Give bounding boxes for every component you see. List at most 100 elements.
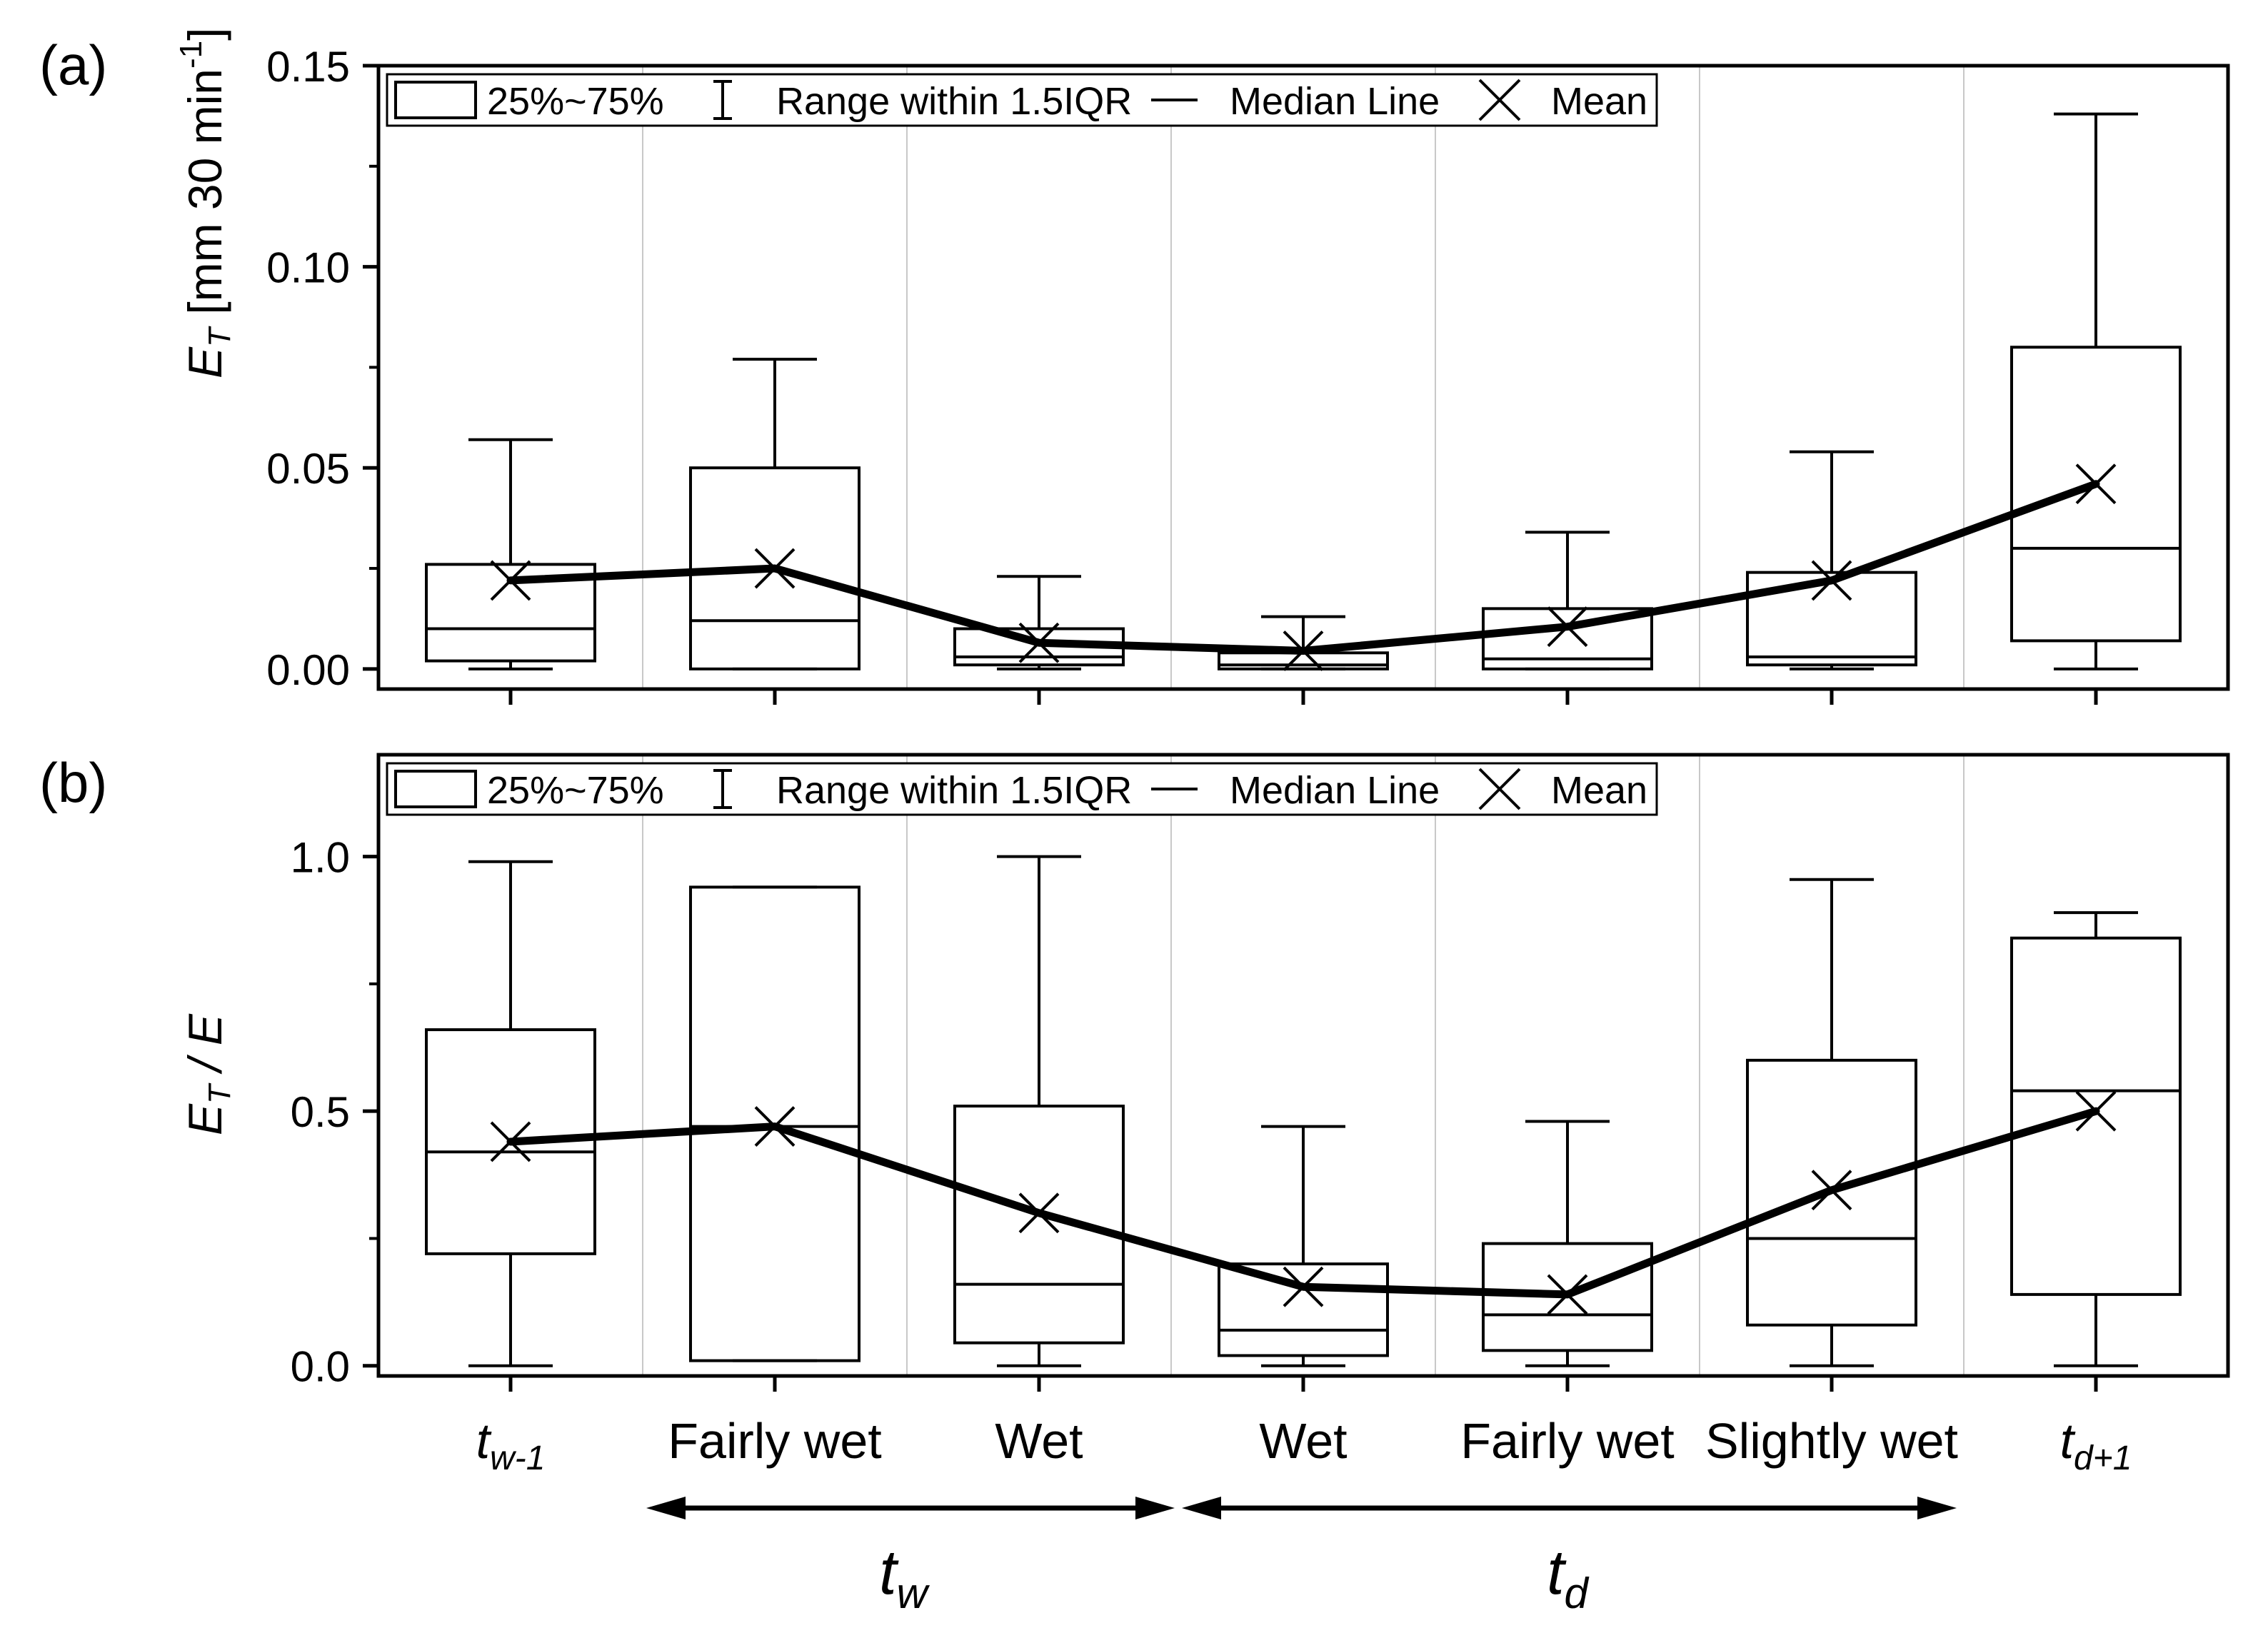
- iqr-box: [2010, 346, 2182, 643]
- mean-marker-stroke: [1811, 560, 1852, 601]
- box-plot: [1482, 1120, 1653, 1367]
- iqr-box: [953, 1105, 1125, 1345]
- box-plot: [425, 438, 596, 670]
- box-plot: [1482, 531, 1653, 670]
- panel-a-separators: [642, 66, 1965, 689]
- panel-b-mean-series: [490, 1090, 2117, 1315]
- mean-marker-stroke: [2075, 1090, 2117, 1132]
- y-tick-label: 0.05: [266, 445, 350, 493]
- legend-box-swatch: [394, 770, 477, 808]
- category-label: Wet: [995, 1413, 1083, 1469]
- box-plot: [425, 860, 596, 1367]
- iqr-box: [689, 885, 860, 1362]
- mean-marker: [1283, 1266, 1324, 1307]
- mean-marker-stroke: [754, 548, 796, 589]
- panel-a-x-ticks: [508, 689, 2098, 705]
- mean-marker: [1283, 630, 1324, 671]
- box-plot: [1218, 1125, 1389, 1367]
- mean-marker-stroke: [1547, 606, 1588, 648]
- mean-marker: [2075, 1090, 2117, 1132]
- box-plot: [2010, 112, 2182, 670]
- box-plot: [1746, 450, 1917, 670]
- iqr-box: [1746, 571, 1917, 667]
- legend-label: Range within 1.5IQR: [776, 80, 1132, 123]
- mean-marker: [754, 548, 796, 589]
- td-period-label: td: [1547, 1537, 1589, 1617]
- tw-arrow-left-head: [646, 1497, 686, 1519]
- mean-marker-stroke: [754, 1106, 796, 1147]
- mean-marker: [490, 560, 531, 601]
- y-tick-label: 0.15: [266, 43, 350, 91]
- box-plot: [1218, 615, 1389, 670]
- y-tick-label: 0.00: [266, 646, 350, 694]
- mean-marker-stroke: [1811, 1170, 1852, 1211]
- category-label: Slightly wet: [1705, 1413, 1958, 1469]
- legend-label: Mean: [1551, 769, 1647, 812]
- panel-b: (b) ET / E 0.0 0.5 1.0 25%~75% Range within…: [39, 751, 2230, 1392]
- mean-marker: [2075, 463, 2117, 505]
- legend-label: Median Line: [1230, 769, 1440, 812]
- iqr-box: [1218, 651, 1389, 670]
- mean-marker-stroke: [490, 560, 531, 601]
- category-labels: tw-1 Fairly wet Wet Wet Fairly wet Sligh…: [476, 1413, 2132, 1477]
- mean-marker: [754, 1106, 796, 1147]
- panel-b-frame: [376, 753, 2230, 1378]
- iqr-box: [2010, 936, 2182, 1296]
- panel-b-label: (b): [39, 751, 107, 814]
- legend-frame: [386, 73, 1658, 127]
- mean-marker: [1811, 560, 1852, 601]
- mean-marker: [490, 1121, 531, 1162]
- iqr-box: [1482, 1242, 1653, 1352]
- panel-b-x-ticks: [508, 1376, 2098, 1392]
- tw-period-label: tw: [879, 1537, 930, 1617]
- tw-arrow-right-head: [1135, 1497, 1175, 1519]
- y-tick-label: 0.0: [291, 1343, 350, 1391]
- mean-marker-stroke: [2075, 463, 2117, 505]
- legend-label: Range within 1.5IQR: [776, 769, 1132, 812]
- legend-mean-swatch: [1478, 79, 1521, 121]
- box-plot: [953, 855, 1125, 1367]
- mean-marker-stroke: [1283, 1266, 1324, 1307]
- iqr-box: [1482, 607, 1653, 670]
- legend-label: Mean: [1551, 80, 1647, 123]
- mean-marker: [1018, 622, 1060, 663]
- panel-b-boxes: [425, 855, 2182, 1367]
- panel-b-ylabel: ET / E: [179, 1013, 237, 1135]
- legend-mean-swatch: [1478, 768, 1521, 810]
- panel-a-legend: 25%~75% Range within 1.5IQR Median Line Mea…: [386, 73, 1658, 127]
- iqr-box: [1746, 1058, 1917, 1327]
- box-plot: [689, 358, 860, 670]
- td-arrow-right-head: [1917, 1497, 1957, 1519]
- panel-b-separators: [642, 755, 1965, 1376]
- iqr-box: [1218, 1262, 1389, 1357]
- panel-b-legend: 25%~75% Range within 1.5IQR Median Line Mea…: [386, 762, 1658, 816]
- category-label: td+1: [2060, 1413, 2132, 1477]
- category-label: Wet: [1259, 1413, 1347, 1469]
- box-plot: [2010, 911, 2182, 1367]
- legend-label: 25%~75%: [487, 769, 664, 812]
- panel-a-frame: [376, 64, 2230, 691]
- panel-a-label: (a): [39, 34, 107, 96]
- mean-marker-stroke: [1283, 630, 1324, 671]
- panel-a-boxes: [425, 112, 2182, 670]
- panel-a-y-axis: 0.00 0.05 0.10 0.15: [266, 43, 378, 694]
- mean-marker-stroke: [1018, 622, 1060, 663]
- legend-frame: [386, 762, 1658, 816]
- panel-b-y-axis: 0.0 0.5 1.0: [291, 834, 378, 1391]
- y-tick-label: 1.0: [291, 834, 350, 882]
- td-arrow-left-head: [1182, 1497, 1221, 1519]
- panel-a: (a) ET [mm 30 min-1] 0.00 0.05 0.10 0.15 25…: [39, 28, 2230, 705]
- category-label: Fairly wet: [1460, 1413, 1674, 1469]
- panel-a-ylabel: ET [mm 30 min-1]: [174, 28, 237, 378]
- y-tick-label: 0.10: [266, 244, 350, 292]
- panel-a-mean-series: [490, 463, 2117, 671]
- mean-marker: [1547, 606, 1588, 648]
- mean-marker: [1547, 1274, 1588, 1315]
- mean-marker: [1018, 1192, 1060, 1234]
- iqr-box: [425, 563, 596, 663]
- mean-marker: [1811, 1170, 1852, 1211]
- period-arrows: tw td: [646, 1497, 1957, 1617]
- category-label: tw-1: [476, 1413, 546, 1477]
- category-label: Fairly wet: [668, 1413, 881, 1469]
